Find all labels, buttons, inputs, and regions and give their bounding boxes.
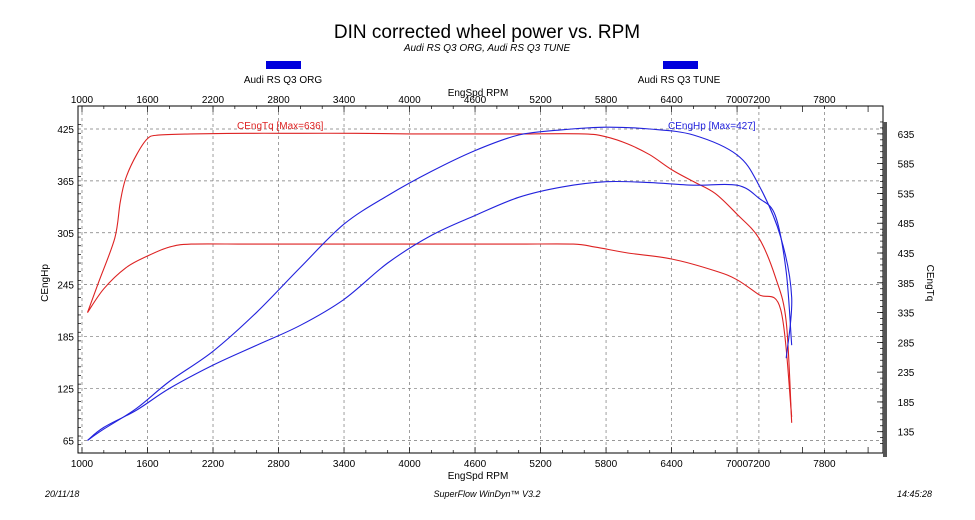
chart-subtitle: Audi RS Q3 ORG, Audi RS Q3 TUNE xyxy=(403,43,571,54)
x-top-tick-label: 4000 xyxy=(398,95,421,106)
y-right-tick-label: 135 xyxy=(898,428,915,439)
y-left-tick-label: 305 xyxy=(57,229,74,240)
x-top-tick-label: 2200 xyxy=(202,95,225,106)
y-right-tick-label: 485 xyxy=(898,219,915,230)
x-bottom-tick-label: 2800 xyxy=(267,459,290,470)
y-right-tick-label: 185 xyxy=(898,398,915,409)
x-bottom-tick-label: 7200 xyxy=(748,459,771,470)
y-right-tick-label: 385 xyxy=(898,279,915,290)
x-bottom-tick-label: 7800 xyxy=(813,459,836,470)
x-top-tick-label: 7200 xyxy=(748,95,771,106)
y-left-tick-label: 425 xyxy=(57,125,74,136)
legend-swatch-tune xyxy=(663,61,698,69)
x-top-tick-label: 6400 xyxy=(660,95,683,106)
y-left-tick-label: 245 xyxy=(57,281,74,292)
x-bottom-tick-label: 5200 xyxy=(529,459,552,470)
x-bottom-tick-label: 2200 xyxy=(202,459,225,470)
x-top-tick-label: 5800 xyxy=(595,95,618,106)
y-right-tick-label: 585 xyxy=(898,160,915,171)
x-bottom-tick-label: 4600 xyxy=(464,459,487,470)
x-bottom-tick-label: 7000 xyxy=(726,459,749,470)
series-lines xyxy=(86,126,793,441)
plot-frame xyxy=(77,105,884,454)
y-right-tick-label: 335 xyxy=(898,309,915,320)
audi-rs-q3-org-cenghp-line xyxy=(87,180,793,441)
y-left-tick-label: 65 xyxy=(63,436,75,447)
torque-max-annotation: CEngTq [Max=636] xyxy=(237,121,324,132)
x-bottom-tick-label: 6400 xyxy=(660,459,683,470)
footer-software: SuperFlow WinDyn™ V3.2 xyxy=(434,489,541,499)
y-right-tick-label: 535 xyxy=(898,189,915,200)
x-top-tick-label: 7000 xyxy=(726,95,749,106)
y-left-tick-label: 365 xyxy=(57,177,74,188)
legend-swatch-org xyxy=(266,61,301,69)
y-axis-title-right: CEngTq xyxy=(924,265,935,302)
audi-rs-q3-tune-cenghp-line xyxy=(87,126,793,441)
x-top-tick-label: 4600 xyxy=(464,95,487,106)
footer-time: 14:45:28 xyxy=(897,489,932,499)
y-right-tick-label: 235 xyxy=(898,368,915,379)
y-right-tick-label: 285 xyxy=(898,338,915,349)
y-axis-title-left: CEngHp xyxy=(40,264,51,302)
x-top-tick-label: 2800 xyxy=(267,95,290,106)
y-left-tick-label: 185 xyxy=(57,333,74,344)
axes xyxy=(77,105,887,457)
x-top-tick-label: 3400 xyxy=(333,95,356,106)
x-top-tick-label: 1600 xyxy=(136,95,159,106)
legend-label-org: Audi RS Q3 ORG xyxy=(244,75,323,86)
x-axis-title-top: EngSpd RPM xyxy=(448,88,509,99)
hp-max-annotation: CEngHp [Max=427] xyxy=(668,121,756,132)
y-right-tick-label: 635 xyxy=(898,130,915,141)
x-bottom-tick-label: 4000 xyxy=(398,459,421,470)
plot-frame-shadow xyxy=(883,122,887,457)
x-bottom-tick-label: 3400 xyxy=(333,459,356,470)
legend-label-tune: Audi RS Q3 TUNE xyxy=(638,75,721,86)
y-left-tick-label: 125 xyxy=(57,384,74,395)
x-axis-title-bottom: EngSpd RPM xyxy=(448,471,509,482)
audi-rs-q3-tune-cengtq-line xyxy=(86,132,793,423)
x-bottom-tick-label: 1000 xyxy=(71,459,94,470)
x-top-tick-label: 1000 xyxy=(71,95,94,106)
tick-labels: 65 125 185 245 305 365 425 1000 1000 1600 1600 2200… xyxy=(57,95,914,470)
chart-title: DIN corrected wheel power vs. RPM xyxy=(334,22,640,43)
x-top-tick-label: 5200 xyxy=(529,95,552,106)
y-right-tick-label: 435 xyxy=(898,249,915,260)
x-top-tick-label: 7800 xyxy=(813,95,836,106)
grid xyxy=(78,106,883,453)
x-bottom-tick-label: 5800 xyxy=(595,459,618,470)
audi-rs-q3-org-cengtq-line xyxy=(87,243,793,417)
x-bottom-tick-label: 1600 xyxy=(136,459,159,470)
footer-date: 20/11/18 xyxy=(44,489,79,499)
